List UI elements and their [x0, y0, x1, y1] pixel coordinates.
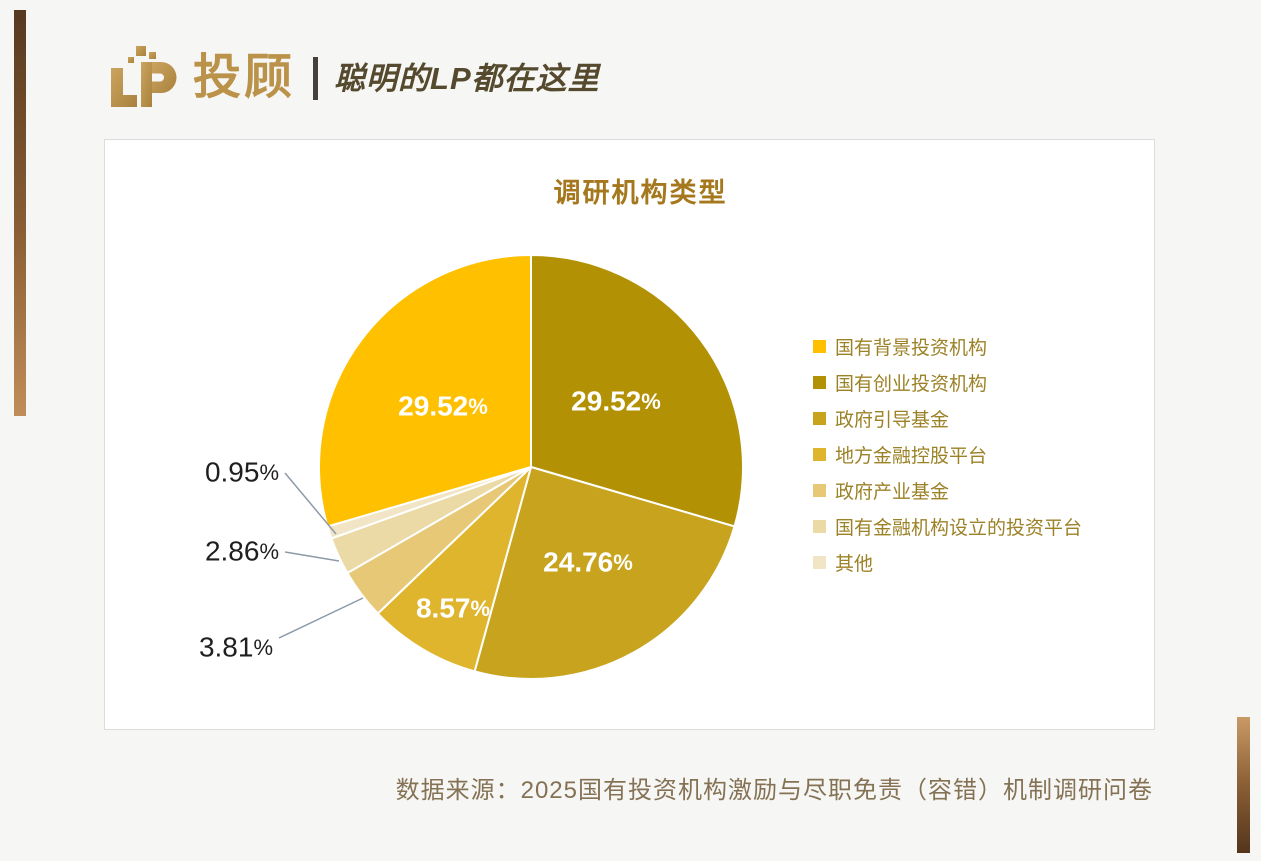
- left-accent-bar: [14, 10, 26, 416]
- leader-line: [278, 597, 364, 639]
- logo-letter-p-bowl: [152, 62, 177, 93]
- logo-letter-p-stem: [141, 62, 152, 107]
- legend-item: 国有创业投资机构: [813, 369, 1082, 395]
- logo-pixel: [149, 52, 156, 59]
- leader-line: [284, 472, 337, 535]
- pie-chart: 29.52% 29.52% 24.76% 8.57% 3.81% 2.86% 0.95%: [199, 254, 744, 681]
- logo-text: 投顾: [193, 51, 296, 104]
- legend-item: 地方金融控股平台: [813, 441, 1082, 467]
- slice-label-inside: 8.57%: [416, 593, 490, 624]
- legend-swatch-icon: [813, 375, 826, 389]
- tagline: 聪明的LP都在这里: [334, 60, 600, 96]
- legend-swatch-icon: [813, 339, 826, 353]
- slice-label-outside: 2.86%: [205, 536, 279, 567]
- chart-panel: 调研机构类型 29.52% 29.52% 24.76% 8.57% 3.81% 2.86%…: [104, 139, 1155, 730]
- slice-label-inside: 24.76%: [543, 547, 633, 578]
- legend-swatch-icon: [813, 411, 826, 425]
- legend-swatch-icon: [813, 483, 826, 497]
- legend-label: 地方金融控股平台: [835, 445, 988, 467]
- slice-label-inside: 29.52%: [571, 386, 661, 417]
- slice-label-outside: 0.95%: [205, 457, 279, 488]
- right-accent-bar: [1237, 717, 1250, 853]
- legend-item: 其他: [813, 549, 1082, 575]
- pie-slice-3: [473, 466, 736, 681]
- lp-monogram-icon: [111, 46, 177, 107]
- slice-label-outside: 3.81%: [199, 632, 273, 663]
- chart-title: 调研机构类型: [553, 178, 728, 208]
- legend-swatch-icon: [813, 447, 826, 461]
- legend: 国有背景投资机构 国有创业投资机构 政府引导基金地方金融控股平台 政府产业基金国有金融…: [813, 333, 1082, 585]
- slice-label-inside: 29.52%: [398, 391, 488, 422]
- legend-item: 国有金融机构设立的投资平台: [813, 513, 1082, 539]
- legend-label: 国有创业投资机构: [835, 373, 988, 395]
- logo-letter-l: [111, 68, 137, 107]
- header: 投顾 聪明的LP都在这里: [103, 44, 600, 112]
- data-source: 数据来源：2025国有投资机构激励与尽职免责（容错）机制调研问卷: [395, 777, 1153, 804]
- legend-label: 国有金融机构设立的投资平台: [835, 517, 1083, 539]
- logo-pixel: [136, 46, 146, 56]
- legend-label: 政府产业基金: [835, 481, 950, 503]
- legend-swatch-icon: [813, 519, 826, 533]
- legend-item: 政府产业基金: [813, 477, 1082, 503]
- header-divider: [313, 56, 319, 100]
- leader-line: [284, 551, 340, 562]
- pie-slice-4: [376, 466, 532, 673]
- legend-swatch-icon: [813, 555, 826, 569]
- legend-label: 政府引导基金: [835, 409, 950, 431]
- legend-label: 其他: [835, 553, 874, 575]
- pie-slice-1: [318, 254, 532, 528]
- pie-slice-2: [530, 254, 744, 528]
- legend-item: 国有背景投资机构: [813, 333, 1082, 359]
- legend-item: 政府引导基金: [813, 405, 1082, 431]
- legend-label: 国有背景投资机构: [835, 337, 988, 359]
- logo-pixel: [128, 57, 134, 63]
